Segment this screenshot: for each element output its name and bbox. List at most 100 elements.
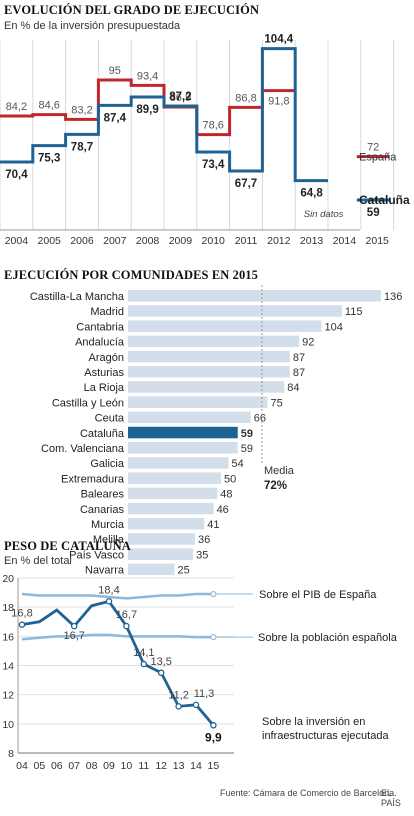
espana-value-label: 91,8 [268, 96, 289, 108]
bar-value-label: 136 [384, 291, 402, 303]
cataluna-value-label: 70,4 [5, 169, 28, 181]
bar-category-label: Ceuta [95, 413, 125, 425]
chart2-title: EJECUCIÓN POR COMUNIDADES EN 2015 [4, 268, 259, 282]
label-pib: Sobre el PIB de España [259, 589, 377, 601]
pib-line [21, 592, 214, 600]
x-tick-label: 14 [190, 760, 202, 772]
y-tick-label: 14 [2, 661, 14, 673]
espana-value-label: 78,6 [202, 120, 223, 132]
x-tick-label: 12 [155, 760, 167, 772]
bar-category-label: Andalucía [75, 337, 125, 349]
espana-value-label: 72 [367, 142, 379, 154]
x-tick-label: 13 [173, 760, 185, 772]
x-tick-label: 06 [51, 760, 63, 772]
investment-value-label: 16,8 [11, 608, 32, 620]
x-tick-label: 2010 [202, 235, 226, 247]
bar [128, 320, 322, 332]
bar-category-label: Castilla y León [52, 397, 124, 409]
bar-value-label: 46 [217, 504, 229, 516]
investment-value-label: 9,9 [205, 730, 222, 744]
bar-value-label: 25 [178, 565, 190, 577]
x-tick-label: 11 [138, 760, 149, 772]
bar [128, 533, 195, 545]
x-tick-label: 2011 [235, 235, 258, 247]
espana-value-label: 93,4 [137, 70, 158, 82]
x-tick-label: 15 [208, 760, 220, 772]
x-tick-label: 2009 [169, 235, 193, 247]
bar-category-label: Navarra [85, 565, 125, 577]
bar [128, 290, 381, 302]
bar-value-label: 84 [287, 382, 299, 394]
bar-category-label: Cataluña [80, 428, 125, 440]
x-tick-label: 2008 [136, 235, 160, 247]
cataluna-value-label: 73,4 [202, 159, 225, 171]
bar-value-label: 36 [198, 534, 210, 546]
bar-value-label: 92 [302, 337, 314, 349]
chart1-subtitle: En % de la inversión presupuestada [4, 20, 181, 32]
x-tick-label: 07 [68, 760, 80, 772]
cataluna-value-label: 59 [367, 207, 380, 219]
investment-point [175, 703, 182, 710]
x-tick-label: 2006 [70, 235, 94, 247]
bar [128, 366, 290, 378]
label-investment-1: Sobre la inversión en [262, 716, 365, 728]
cataluna-value-label: 87,2 [169, 91, 191, 103]
bar-category-label: Aragón [89, 352, 124, 364]
bar-category-label: Melilla [93, 534, 125, 546]
y-tick-label: 18 [2, 602, 14, 614]
investment-value-label: 18,4 [98, 584, 119, 596]
x-tick-label: 05 [34, 760, 46, 772]
y-tick-label: 16 [2, 631, 14, 643]
investment-point [210, 722, 217, 729]
bar-category-label: Madrid [90, 306, 124, 318]
series-cataluna-line [0, 47, 328, 183]
x-tick-label: 2013 [300, 235, 324, 247]
investment-point [140, 660, 148, 668]
investment-point [18, 621, 26, 628]
bar-value-label: 104 [324, 321, 342, 333]
investment-value-label: 16,7 [116, 609, 137, 621]
x-tick-label: 10 [121, 760, 133, 772]
bar-value-label: 54 [231, 458, 243, 470]
bar [128, 472, 222, 484]
bar [128, 381, 285, 393]
bar-value-label: 59 [241, 443, 253, 455]
espana-value-label: 84,6 [38, 100, 59, 112]
bar-value-label: 87 [293, 367, 305, 379]
x-tick-label: 2005 [38, 235, 62, 247]
x-tick-label: 2014 [333, 235, 357, 247]
bar-category-label: Galicia [90, 458, 125, 470]
espana-value-label: 86,8 [235, 92, 256, 104]
bar [128, 502, 214, 515]
bar-value-label: 66 [254, 413, 266, 425]
x-tick-label: 2015 [366, 235, 390, 247]
investment-point [70, 622, 78, 630]
label-investment-2: infraestructuras ejecutada [262, 730, 389, 742]
legend-cataluna: Cataluña [359, 193, 410, 207]
cataluna-value-label: 104,4 [264, 34, 293, 46]
chart3-subtitle: En % del total [4, 555, 72, 567]
bar-category-label: Castilla-La Mancha [30, 291, 125, 303]
x-tick-label: 04 [16, 760, 28, 772]
investment-point [192, 701, 200, 709]
investment-value-label: 11,3 [194, 688, 215, 700]
bar-category-label: Canarias [80, 504, 125, 516]
cataluna-value-label: 64,8 [300, 188, 323, 200]
chart3-title: PESO DE CATALUÑA [4, 539, 131, 553]
y-tick-label: 10 [2, 719, 14, 731]
bar-category-label: Extremadura [61, 473, 125, 485]
bar-category-label: Murcia [91, 519, 125, 531]
espana-value-label: 84,2 [6, 101, 27, 113]
bar [128, 487, 218, 500]
regions-bar-chart: Castilla-La Mancha 136 Madrid 115 Cantabria 1… [30, 285, 402, 577]
population-line [21, 633, 214, 641]
cataluna-value-label: 75,3 [38, 153, 60, 165]
bar [128, 442, 238, 454]
y-tick-label: 20 [2, 573, 14, 585]
cataluna-value-label: 78,7 [71, 141, 93, 153]
investment-value-label: 11,2 [168, 689, 189, 701]
cataluna-value-label: 67,7 [235, 178, 257, 190]
bar-value-label: 75 [271, 397, 283, 409]
bar-value-label: 115 [345, 306, 363, 318]
bar-category-label: Asturias [84, 367, 124, 379]
